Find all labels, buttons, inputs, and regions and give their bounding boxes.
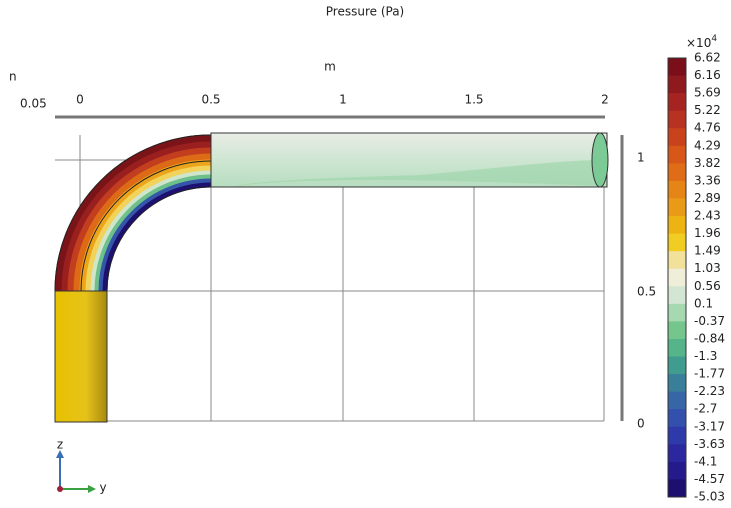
colorbar-band [668,110,686,129]
pressure-band [54,134,212,292]
colorbar-band [668,268,686,287]
colorbar-label: 2.89 [694,191,721,205]
cut-label: n [9,70,17,84]
colorbar-band [668,145,686,164]
colorbar-label: -3.17 [694,419,725,433]
colorbar-band [668,391,686,410]
colorbar-band [668,356,686,375]
colorbar-label: 6.16 [694,68,721,82]
pressure-band [90,170,212,292]
colorbar-band [668,479,686,498]
colorbar-band [668,426,686,445]
colorbar-band [668,461,686,480]
x-unit: m [324,60,336,74]
colorbar-label: -3.63 [694,437,725,451]
colorbar-label: -4.1 [694,454,717,468]
colorbar-band [668,374,686,393]
colorbar-band [668,303,686,322]
colorbar-label: 5.69 [694,86,721,100]
colorbar-label: 1.03 [694,261,721,275]
colorbar-band [668,163,686,182]
z-tick-label: 1 [637,151,645,165]
colorbar-label: 0.1 [694,296,713,310]
pipe-end [591,132,609,188]
colorbar-label: 4.29 [694,138,721,152]
colorbar-band [668,58,686,77]
triad-y-label: y [99,481,106,495]
corner-label: 0.05 [20,97,47,111]
pressure-band [79,159,212,292]
colorbar-label: 5.22 [694,103,721,117]
colorbar-band [668,180,686,199]
multiplier: ×10 [686,36,711,50]
colorbar-label: 6.62 [694,51,721,65]
exponent: 4 [711,34,717,44]
pressure-band [94,174,212,292]
colorbar-label: 4.76 [694,121,721,135]
pressure-zone [230,160,604,187]
colorbar-frame [667,57,687,498]
pipe-inlet [54,290,108,423]
colorbar-label: 3.36 [694,173,721,187]
x-tick-label: 0.5 [201,93,220,107]
pressure-band [67,147,212,292]
triad-x [57,486,63,492]
colorbar-label: -2.23 [694,384,725,398]
colorbar-band [668,286,686,305]
colorbar-band [668,198,686,217]
colorbar-label: 3.82 [694,156,721,170]
colorbar-label: 1.96 [694,226,721,240]
colorbar-band [668,93,686,112]
pressure-band [73,153,212,292]
colorbar-band [668,216,686,235]
x-tick-label: 2 [601,93,609,107]
colorbar-label: -1.77 [694,367,725,381]
colorbar-label: -0.84 [694,331,725,345]
colorbar-label: 1.49 [694,244,721,258]
pressure-band [85,165,212,292]
colorbar-band [668,233,686,252]
pressure-band [98,178,212,292]
colorbar-label: -5.03 [694,490,725,504]
x-tick-label: 1 [339,93,347,107]
pipe-bend [54,134,212,292]
colorbar-band [668,75,686,94]
plot-title: Pressure (Pa) [326,5,404,19]
colorbar-band [668,409,686,428]
pressure-band [102,182,212,292]
colorbar-band [668,321,686,340]
z-tick-label: 0 [637,417,645,431]
x-tick-label: 0 [76,93,84,107]
colorbar-label: 2.43 [694,209,721,223]
colorbar-multiplier: ×104 [686,34,717,50]
colorbar-band [668,338,686,358]
colorbar-label: -0.37 [694,314,725,328]
colorbar-label: 0.56 [694,279,721,293]
colorbar-band [668,444,686,463]
triad-z-label: z [57,438,63,452]
colorbar-label: -1.3 [694,349,717,363]
triad-y-head [88,485,96,493]
colorbar-label: -4.57 [694,472,725,486]
pipe [54,132,609,423]
pressure-band [61,141,212,292]
x-tick-label: 1.5 [464,93,483,107]
colorbar-label: -2.7 [694,402,717,416]
z-tick-label: 0.5 [637,285,656,299]
bend-outline [54,134,212,292]
triad-z-head [56,450,64,458]
colorbar-band [668,128,686,147]
colorbar-band [668,251,686,270]
